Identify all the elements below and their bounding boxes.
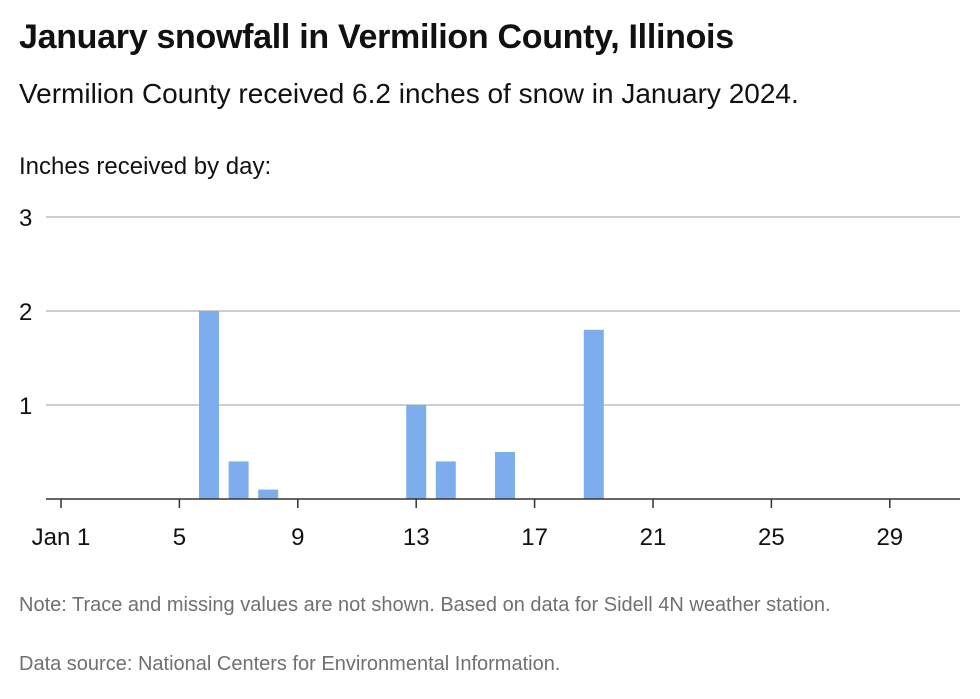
snowfall-bar <box>583 329 604 499</box>
x-tick-label: 29 <box>876 524 903 551</box>
data-source: Data source: National Centers for Enviro… <box>19 653 561 675</box>
snowfall-bar <box>495 452 515 499</box>
y-tick-label: 1 <box>19 393 32 420</box>
gridlines: 1 2 3 <box>19 205 960 420</box>
x-tick-label: Jan 1 <box>32 524 91 551</box>
x-tick-label: 9 <box>291 524 304 551</box>
bars <box>199 311 604 499</box>
chart-note: Note: Trace and missing values are not s… <box>19 594 831 616</box>
y-tick-label: 3 <box>19 205 32 232</box>
snowfall-bar <box>435 461 456 499</box>
snowfall-bar <box>258 489 279 499</box>
snowfall-bar <box>406 405 427 499</box>
x-tick-label: 5 <box>173 524 186 551</box>
y-axis-caption: Inches received by day: <box>19 153 272 180</box>
snowfall-bar <box>228 461 249 499</box>
chart-title: January snowfall in Vermilion County, Il… <box>19 18 734 56</box>
x-tick-label: 13 <box>403 524 430 551</box>
x-axis: Jan 1 5 9 13 17 21 25 29 <box>32 498 960 551</box>
x-tick-label: 21 <box>640 524 667 551</box>
snowfall-bar <box>199 311 219 499</box>
y-tick-label: 2 <box>19 299 32 326</box>
x-tick-label: 17 <box>521 524 548 551</box>
snowfall-bar-chart: 1 2 3 Jan 1 5 9 13 17 21 25 29 <box>19 205 960 551</box>
chart-subtitle: Vermilion County received 6.2 inches of … <box>19 78 799 109</box>
x-tick-label: 25 <box>758 524 785 551</box>
